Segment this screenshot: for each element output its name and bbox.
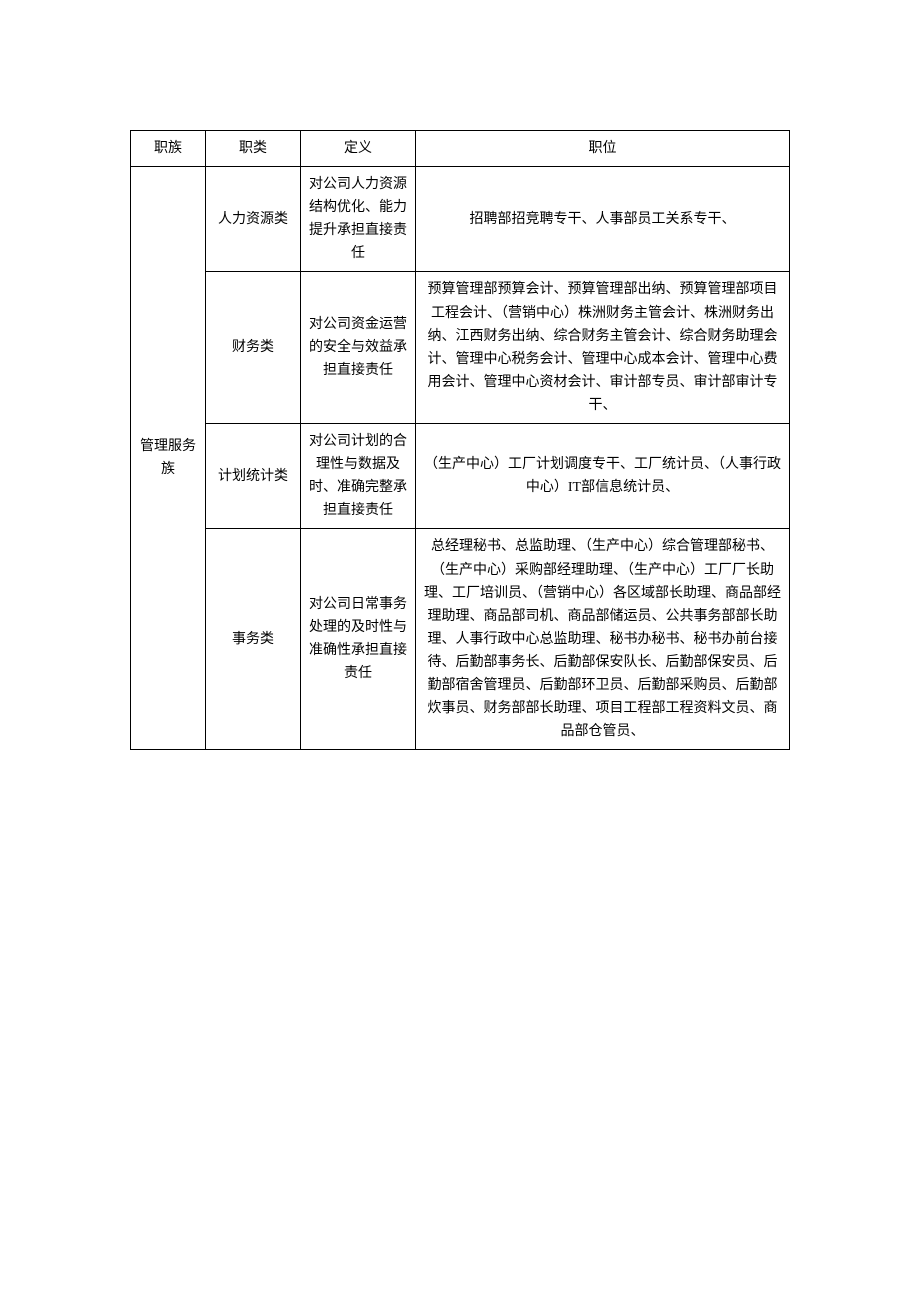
table-row: 计划统计类 对公司计划的合理性与数据及时、准确完整承担直接责任 （生产中心）工厂…: [131, 424, 790, 529]
header-position: 职位: [416, 131, 790, 167]
job-classification-table: 职族 职类 定义 职位 管理服务族 人力资源类 对公司人力资源结构优化、能力提升…: [130, 130, 790, 750]
table-row: 财务类 对公司资金运营的安全与效益承担直接责任 预算管理部预算会计、预算管理部出…: [131, 272, 790, 424]
table-header-row: 职族 职类 定义 职位: [131, 131, 790, 167]
definition-cell: 对公司资金运营的安全与效益承担直接责任: [301, 272, 416, 424]
position-cell: 招聘部招竞聘专干、人事部员工关系专干、: [416, 167, 790, 272]
header-category: 职类: [206, 131, 301, 167]
definition-cell: 对公司人力资源结构优化、能力提升承担直接责任: [301, 167, 416, 272]
category-cell: 人力资源类: [206, 167, 301, 272]
category-cell: 财务类: [206, 272, 301, 424]
header-family: 职族: [131, 131, 206, 167]
position-cell: 预算管理部预算会计、预算管理部出纳、预算管理部项目工程会计、（营销中心）株洲财务…: [416, 272, 790, 424]
header-definition: 定义: [301, 131, 416, 167]
position-cell: 总经理秘书、总监助理、（生产中心）综合管理部秘书、（生产中心）采购部经理助理、（…: [416, 529, 790, 750]
category-cell: 事务类: [206, 529, 301, 750]
family-cell: 管理服务族: [131, 167, 206, 750]
definition-cell: 对公司计划的合理性与数据及时、准确完整承担直接责任: [301, 424, 416, 529]
category-cell: 计划统计类: [206, 424, 301, 529]
position-cell: （生产中心）工厂计划调度专干、工厂统计员、（人事行政中心）IT部信息统计员、: [416, 424, 790, 529]
table-row: 管理服务族 人力资源类 对公司人力资源结构优化、能力提升承担直接责任 招聘部招竞…: [131, 167, 790, 272]
table-row: 事务类 对公司日常事务处理的及时性与准确性承担直接责任 总经理秘书、总监助理、（…: [131, 529, 790, 750]
definition-cell: 对公司日常事务处理的及时性与准确性承担直接责任: [301, 529, 416, 750]
